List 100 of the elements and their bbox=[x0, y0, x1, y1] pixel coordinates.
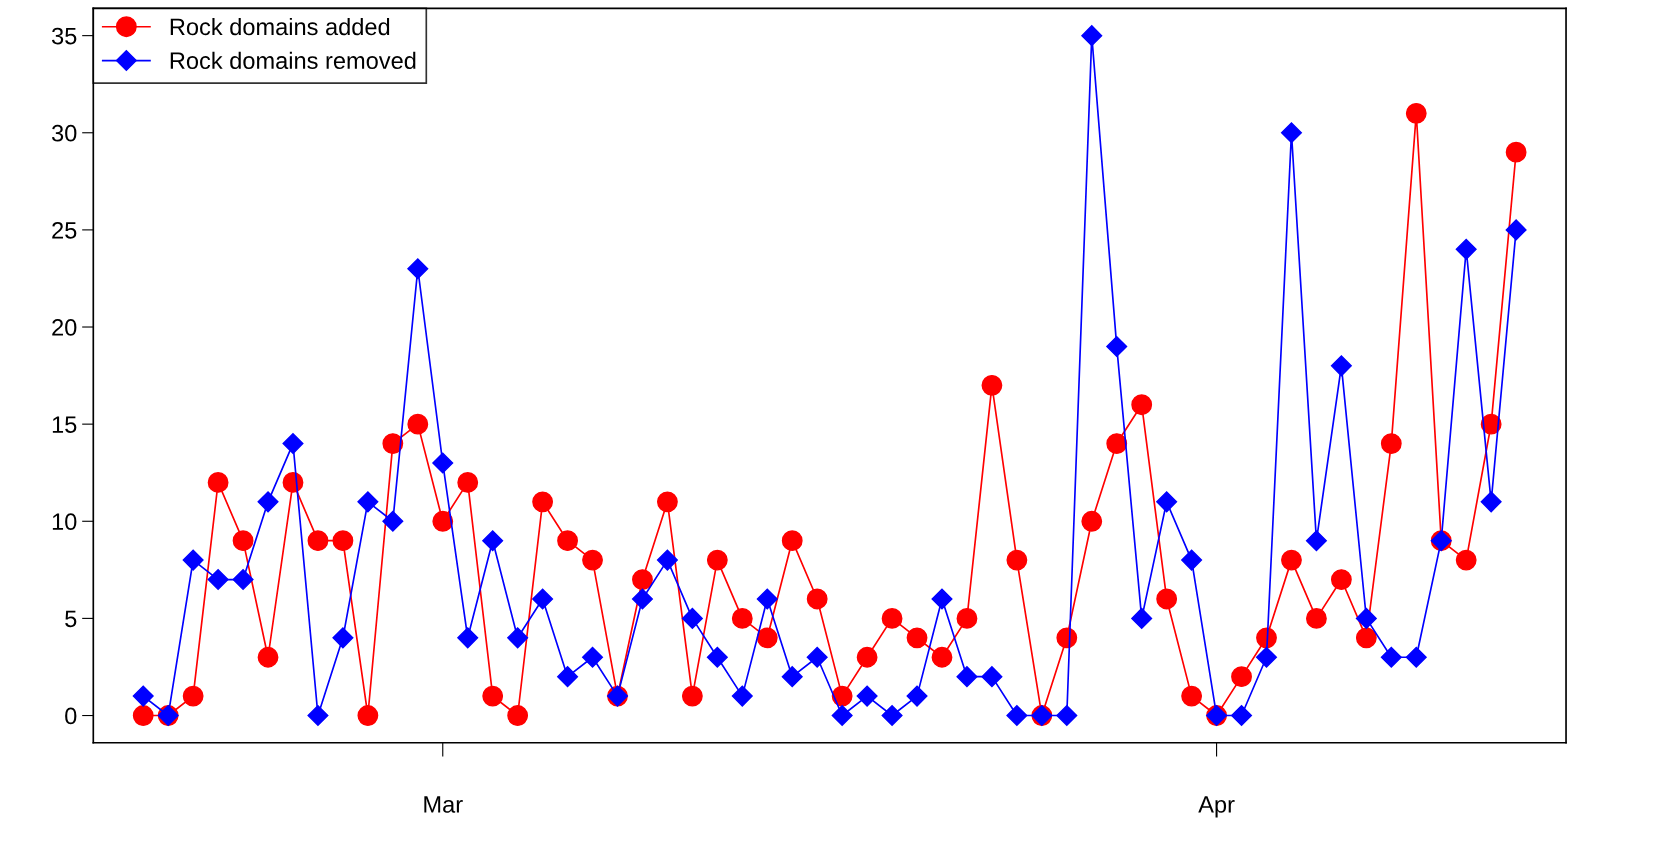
y-tick-label: 15 bbox=[52, 416, 77, 433]
point bbox=[407, 413, 429, 435]
point bbox=[382, 510, 404, 532]
point bbox=[132, 705, 154, 726]
point bbox=[856, 685, 878, 707]
point bbox=[1006, 549, 1028, 571]
point bbox=[1056, 627, 1078, 649]
point bbox=[407, 258, 429, 280]
point bbox=[1106, 335, 1128, 357]
point bbox=[1281, 549, 1302, 571]
point bbox=[656, 549, 678, 571]
point bbox=[1156, 588, 1178, 610]
point bbox=[1131, 394, 1153, 416]
point bbox=[482, 530, 504, 552]
point bbox=[1380, 646, 1402, 668]
point bbox=[1305, 530, 1327, 552]
point bbox=[1330, 569, 1352, 590]
point bbox=[1081, 510, 1103, 532]
point bbox=[307, 530, 329, 552]
x-tick-label: Mar bbox=[424, 796, 463, 813]
point bbox=[1330, 355, 1352, 377]
point bbox=[307, 705, 329, 727]
point bbox=[557, 666, 579, 688]
point bbox=[681, 607, 703, 629]
legend-label: Rock domains removed bbox=[170, 51, 416, 70]
point bbox=[1181, 549, 1203, 571]
point bbox=[507, 705, 529, 726]
point bbox=[1231, 705, 1253, 727]
point bbox=[656, 491, 678, 513]
point bbox=[457, 472, 479, 493]
point bbox=[257, 491, 279, 513]
y-tick-label: 0 bbox=[65, 707, 77, 725]
point bbox=[232, 569, 254, 591]
point bbox=[1380, 433, 1402, 454]
point bbox=[632, 569, 653, 590]
y-tick-label: 25 bbox=[52, 221, 77, 239]
point bbox=[1156, 491, 1178, 513]
point bbox=[357, 705, 379, 726]
point bbox=[781, 530, 803, 552]
x-tick-label: Apr bbox=[1198, 796, 1235, 818]
point bbox=[981, 374, 1003, 396]
point bbox=[507, 627, 529, 649]
point bbox=[981, 666, 1003, 688]
point bbox=[931, 646, 953, 668]
point bbox=[557, 530, 578, 552]
point bbox=[182, 685, 204, 707]
point bbox=[1231, 666, 1252, 688]
point bbox=[582, 549, 603, 571]
point bbox=[831, 685, 853, 707]
point bbox=[806, 646, 828, 668]
point bbox=[1355, 627, 1377, 649]
point bbox=[1355, 607, 1377, 629]
point bbox=[881, 607, 903, 629]
point bbox=[182, 549, 204, 571]
point bbox=[731, 685, 753, 707]
point bbox=[1306, 607, 1327, 629]
point bbox=[1131, 607, 1153, 629]
y-tick-label: 30 bbox=[51, 124, 77, 142]
point bbox=[257, 646, 279, 668]
point bbox=[1455, 238, 1477, 260]
point bbox=[282, 433, 304, 455]
point bbox=[856, 646, 878, 668]
y-tick-label: 10 bbox=[52, 513, 77, 531]
point bbox=[382, 433, 404, 454]
point bbox=[532, 588, 554, 610]
y-tick-label: 5 bbox=[65, 610, 77, 628]
point bbox=[457, 627, 479, 649]
point bbox=[706, 646, 728, 668]
point bbox=[532, 491, 554, 513]
point bbox=[706, 549, 728, 571]
point bbox=[582, 646, 604, 668]
point bbox=[432, 452, 454, 474]
point bbox=[357, 491, 379, 513]
point bbox=[1081, 25, 1103, 47]
y-tick-label: 35 bbox=[51, 27, 77, 45]
point bbox=[207, 472, 229, 493]
point bbox=[1006, 705, 1028, 727]
point bbox=[956, 607, 978, 629]
point bbox=[1181, 685, 1203, 707]
point bbox=[1405, 646, 1427, 668]
y-tick-label: 20 bbox=[52, 319, 77, 336]
point bbox=[482, 685, 504, 707]
point bbox=[1106, 433, 1128, 454]
point bbox=[906, 685, 928, 707]
point bbox=[207, 569, 229, 591]
point bbox=[631, 588, 653, 610]
point bbox=[831, 705, 853, 727]
point bbox=[1480, 491, 1502, 513]
point bbox=[806, 588, 828, 610]
point bbox=[956, 666, 978, 688]
point bbox=[1280, 122, 1302, 144]
legend-label: Rock domains added bbox=[170, 17, 390, 36]
point bbox=[332, 530, 354, 552]
point bbox=[1505, 219, 1527, 241]
point bbox=[756, 588, 778, 610]
point bbox=[931, 588, 953, 610]
point bbox=[1056, 705, 1078, 727]
point bbox=[1455, 549, 1477, 571]
point bbox=[731, 607, 753, 629]
point bbox=[1255, 646, 1278, 668]
